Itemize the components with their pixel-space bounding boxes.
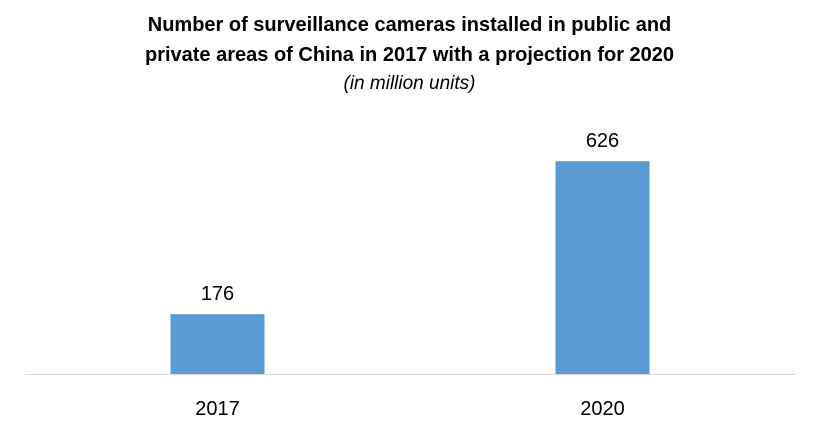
chart-title-line-2: private areas of China in 2017 with a pr…: [144, 44, 675, 66]
bar-2017: [170, 314, 265, 374]
chart-title-line-1: Number of surveillance cameras installed…: [147, 14, 672, 36]
data-label-2017: 176: [201, 283, 234, 305]
x-tick-label-2017: 2017: [195, 398, 240, 420]
x-tick-label-2020: 2020: [580, 398, 625, 420]
data-label-2020: 626: [586, 130, 619, 152]
chart-subtitle: (in million units): [343, 73, 476, 94]
chart-title-block: Number of surveillance cameras installed…: [0, 10, 819, 98]
bar-2020: [555, 161, 650, 374]
